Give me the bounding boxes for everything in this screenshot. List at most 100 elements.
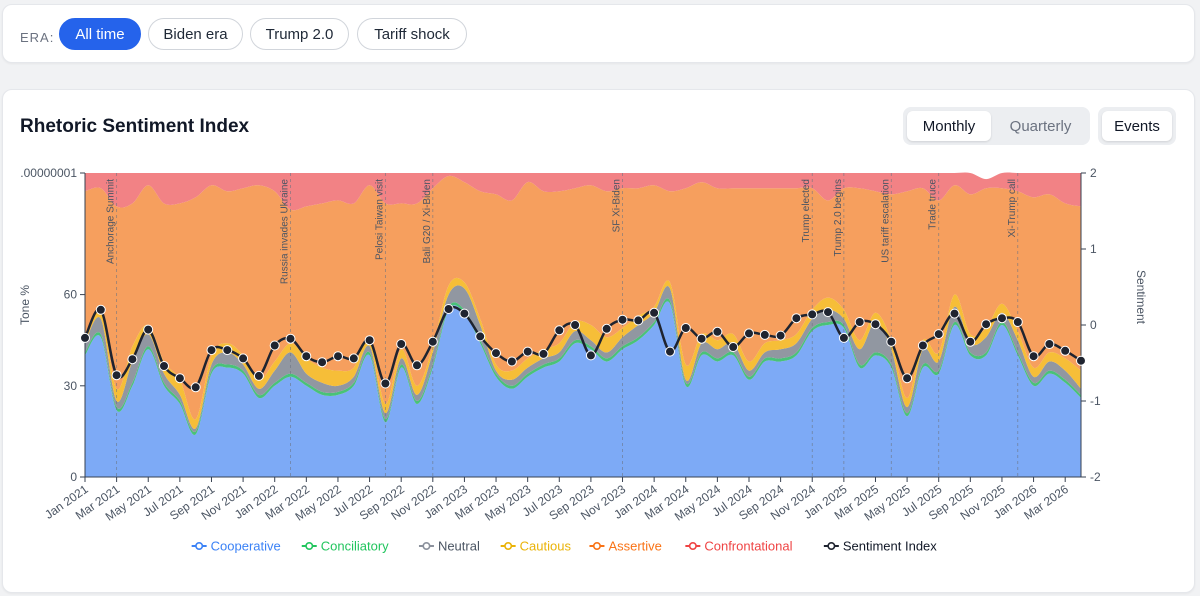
sentiment-point xyxy=(807,309,818,320)
sentiment-point xyxy=(712,326,723,337)
sentiment-point xyxy=(759,329,770,340)
y-tick-label: 30 xyxy=(64,379,78,393)
sentiment-point xyxy=(570,320,581,330)
sentiment-point xyxy=(744,328,754,339)
y-tick-label: 100.00000001 xyxy=(3,166,77,180)
sentiment-point xyxy=(412,360,422,371)
sentiment-point xyxy=(127,354,138,365)
chart-legend: Cooperative Conciliatory Neutral Cautious As… xyxy=(191,539,937,554)
sentiment-point xyxy=(965,336,976,347)
sentiment-point xyxy=(665,346,675,357)
legend-label-sentiment-index: Sentiment Index xyxy=(843,539,937,554)
sentiment-point xyxy=(1012,317,1023,327)
sentiment-point xyxy=(617,314,628,325)
legend-swatch-marker xyxy=(827,541,836,550)
era-all-time-button[interactable]: All time xyxy=(59,18,141,50)
y2-tick-label: 2 xyxy=(1090,166,1097,180)
era-biden-button[interactable]: Biden era xyxy=(148,18,243,50)
sentiment-point xyxy=(633,315,644,326)
sentiment-point xyxy=(364,335,375,346)
sentiment-point xyxy=(522,346,533,357)
legend-swatch-marker xyxy=(195,541,204,550)
legend-swatch-marker xyxy=(592,541,601,550)
sentiment-point xyxy=(933,329,944,340)
sentiment-point xyxy=(380,378,391,389)
sentiment-point xyxy=(491,348,501,359)
chart-title: Rhetoric Sentiment Index xyxy=(20,116,250,137)
sentiment-point xyxy=(317,357,328,368)
y2-tick-label: 1 xyxy=(1090,242,1097,256)
sentiment-line xyxy=(83,305,1082,390)
sentiment-point xyxy=(206,345,217,356)
sentiment-point xyxy=(396,339,407,349)
era-filter-bar: ERA: All time Biden era Trump 2.0 Tariff… xyxy=(2,4,1195,63)
sentiment-point xyxy=(1060,345,1071,356)
sentiment-point xyxy=(823,307,833,318)
sentiment-point xyxy=(870,319,881,330)
era-tariff-shock-button[interactable]: Tariff shock xyxy=(357,18,467,50)
quarterly-tab[interactable]: Quarterly xyxy=(1009,117,1072,135)
sentiment-point xyxy=(854,317,865,327)
legend-label-conciliatory: Conciliatory xyxy=(321,539,389,554)
sentiment-point xyxy=(238,353,249,364)
sentiment-point xyxy=(80,332,90,343)
era-label: ERA: xyxy=(20,30,55,45)
sentiment-point xyxy=(1076,355,1086,366)
sentiment-point xyxy=(333,351,343,362)
sentiment-point xyxy=(696,333,707,344)
event-label: Anchorage Summit xyxy=(106,179,117,264)
monthly-tab[interactable]: Monthly xyxy=(907,111,991,141)
legend-swatch-marker xyxy=(504,541,513,550)
y2-tick-label: -2 xyxy=(1090,470,1101,484)
sentiment-point xyxy=(680,323,691,333)
sentiment-point xyxy=(269,340,280,351)
granularity-toggle: Monthly Quarterly xyxy=(903,107,1090,145)
y2-axis-title: Sentiment xyxy=(1134,270,1148,325)
area-neutral xyxy=(85,285,1081,433)
legend-swatch-marker xyxy=(422,541,431,550)
sentiment-point xyxy=(253,370,264,381)
tick-clip-mask xyxy=(3,164,20,182)
sentiment-point xyxy=(222,345,233,356)
sentiment-point xyxy=(111,370,122,381)
sentiment-point xyxy=(427,336,438,347)
event-label: Pelosi Taiwan visit xyxy=(374,179,385,260)
sentiment-point xyxy=(475,331,486,342)
sentiment-point xyxy=(728,342,739,352)
sentiment-point xyxy=(301,351,312,362)
event-label: Trade truce xyxy=(928,179,939,230)
legend-label-cooperative: Cooperative xyxy=(211,539,281,554)
y-tick-label: 60 xyxy=(64,288,78,302)
event-label: US tariff escalation xyxy=(880,179,891,263)
sentiment-point xyxy=(601,323,612,334)
y2-tick-label: -1 xyxy=(1090,394,1101,408)
event-label: Bali G20 / Xi-Biden xyxy=(422,179,433,264)
events-button[interactable]: Events xyxy=(1102,111,1172,141)
sentiment-point xyxy=(538,348,549,359)
sentiment-point xyxy=(506,356,517,367)
event-label: SF Xi-Biden xyxy=(612,179,623,232)
event-label: Xi-Trump call xyxy=(1007,179,1018,238)
event-markers: Anchorage Summit Russia invades Ukraine Pe… xyxy=(106,173,1019,477)
sentiment-point xyxy=(886,336,897,347)
sentiment-point xyxy=(159,361,169,371)
sentiment-point xyxy=(791,313,802,324)
sentiment-chart: Anchorage Summit Russia invades Ukraine Pe… xyxy=(3,164,1148,554)
sentiment-point xyxy=(143,324,154,335)
sentiment-point xyxy=(902,373,913,384)
sentiment-point xyxy=(95,304,106,315)
y-tick-label: 0 xyxy=(70,470,77,484)
event-label: Trump 2.0 begins xyxy=(833,179,844,256)
sentiment-point xyxy=(1044,339,1055,349)
legend-label-neutral: Neutral xyxy=(438,539,480,554)
sentiment-point xyxy=(459,308,470,319)
sentiment-point xyxy=(348,353,359,364)
era-trump-2-button[interactable]: Trump 2.0 xyxy=(250,18,349,50)
sentiment-point xyxy=(585,350,596,361)
area-confrontational xyxy=(85,172,1081,211)
sentiment-point xyxy=(775,330,786,341)
sentiment-point xyxy=(554,325,565,336)
event-label: Russia invades Ukraine xyxy=(280,179,291,284)
event-label: Trump elected xyxy=(801,179,812,243)
sentiment-point xyxy=(981,319,992,330)
